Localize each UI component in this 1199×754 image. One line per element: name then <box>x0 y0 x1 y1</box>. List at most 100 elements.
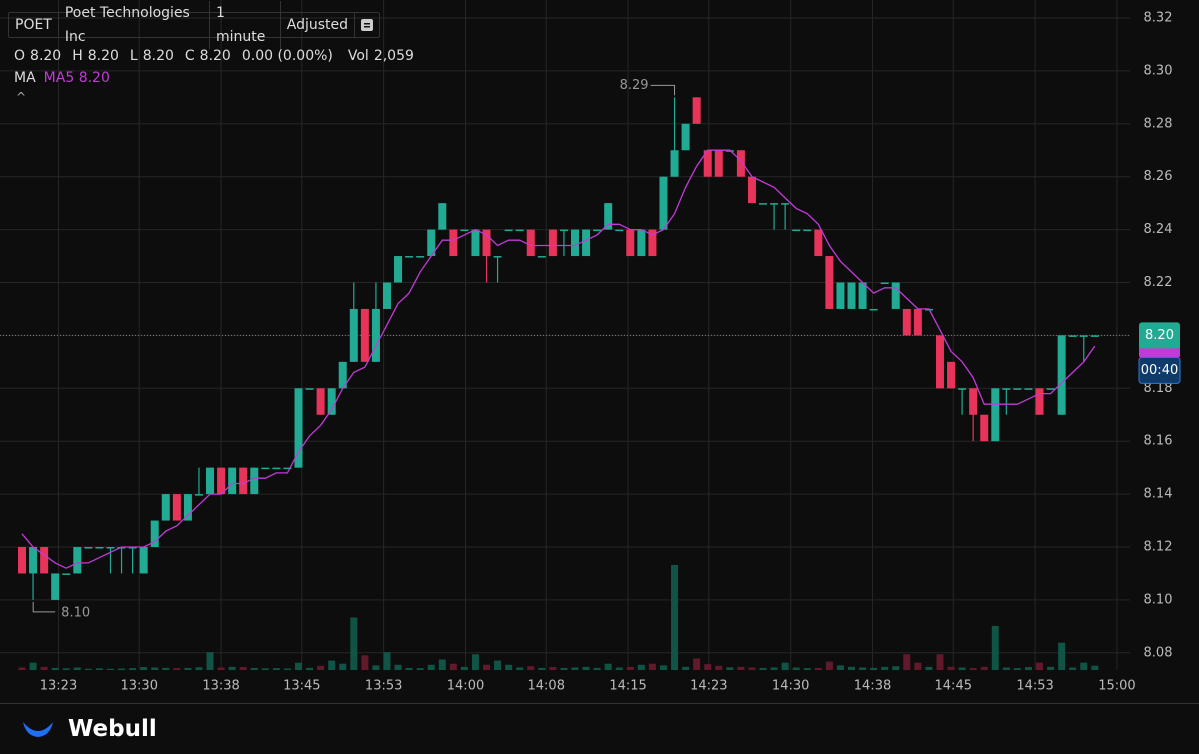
price-tag <box>1139 322 1180 349</box>
ohlc-value: 8.20 <box>30 48 62 64</box>
volume-bar <box>825 661 833 670</box>
candle-body <box>1046 388 1055 390</box>
company[interactable]: Poet Technologies Inc <box>59 1 211 49</box>
volume-bar <box>51 667 59 670</box>
candle-body <box>913 308 922 336</box>
candle-body <box>139 547 148 574</box>
candle-body <box>150 520 159 548</box>
y-tick-label: 8.10 <box>1144 592 1173 607</box>
candle-body <box>250 467 259 495</box>
volume-bar <box>1013 668 1021 670</box>
y-tick-label: 8.22 <box>1144 275 1173 290</box>
x-tick-label: 13:30 <box>121 679 158 694</box>
x-tick-label: 13:38 <box>202 679 239 694</box>
collapse-caret[interactable]: ^ <box>16 90 27 104</box>
volume-bar <box>106 668 114 670</box>
candle-body <box>482 229 491 257</box>
candle-body <box>1002 388 1011 390</box>
annotation-pointer <box>32 601 56 613</box>
candle-body <box>582 229 591 257</box>
candle-body <box>891 282 900 309</box>
volume-bar <box>604 663 612 670</box>
volume-bar <box>571 667 579 670</box>
ma-line <box>21 149 1096 569</box>
volume-bar <box>980 666 988 670</box>
candle-body <box>1024 388 1033 390</box>
volume-bar <box>516 667 524 670</box>
candle-body <box>958 388 967 390</box>
candle-body <box>106 547 115 549</box>
ohlc-value: 8.20 <box>87 48 119 64</box>
candle-body <box>360 308 369 362</box>
x-tick-label: 14:08 <box>528 679 565 694</box>
volume-bar <box>682 666 690 670</box>
countdown-label: 00:40 <box>1141 363 1178 378</box>
volume-bar <box>350 617 358 670</box>
footer: Webull <box>0 703 1199 754</box>
volume-bar <box>770 667 778 670</box>
adjustment[interactable]: Adjusted <box>281 13 355 37</box>
candle-body <box>969 388 978 415</box>
candle-body <box>548 229 557 257</box>
volume-bar <box>339 663 347 670</box>
candle-body <box>194 494 203 496</box>
candle-body <box>847 282 856 309</box>
volume-bar <box>295 662 302 670</box>
volume-bar <box>969 668 977 670</box>
candle-body <box>526 229 535 257</box>
menu-icon[interactable] <box>355 13 379 37</box>
candle-body <box>349 308 358 362</box>
candle-body <box>869 308 878 311</box>
candle-body <box>427 229 436 257</box>
candle-body <box>670 150 679 177</box>
candle-body <box>814 229 823 257</box>
volume-bar <box>471 654 479 670</box>
candle-body <box>759 203 768 205</box>
candle-body <box>327 388 336 415</box>
volume-bar <box>283 668 291 670</box>
candle-body <box>40 547 49 574</box>
vol-key: Vol <box>347 48 369 64</box>
volume-bar <box>306 667 314 670</box>
legend-header: POET Poet Technologies Inc 1 minute Adju… <box>8 1 414 104</box>
candle-body <box>692 97 701 124</box>
candle-body <box>571 229 579 257</box>
volume-bar <box>560 667 568 670</box>
brand: Webull <box>68 716 157 742</box>
volume-bar <box>814 667 822 670</box>
volume-bar <box>405 667 413 670</box>
volume-bar <box>1002 667 1010 670</box>
candle-body <box>703 150 712 177</box>
volume-bar <box>184 667 192 670</box>
candle-body <box>438 203 447 230</box>
volume-bar <box>737 666 745 670</box>
candle-body <box>261 467 270 470</box>
candle-body <box>836 282 845 309</box>
volume-bar <box>118 668 126 670</box>
candle-body <box>1068 335 1077 337</box>
y-tick-label: 8.30 <box>1144 63 1173 78</box>
candle-body <box>84 547 93 549</box>
volume-bar <box>792 667 800 670</box>
volume-bar <box>892 666 900 670</box>
candle-body <box>283 467 292 470</box>
symbol[interactable]: POET <box>9 13 59 37</box>
candle-body <box>206 467 215 495</box>
volume-bar <box>848 666 855 670</box>
volume-bar <box>394 664 402 670</box>
interval[interactable]: 1 minute <box>210 1 281 49</box>
candle-body <box>902 308 911 336</box>
volume-bar <box>84 668 92 670</box>
volume-bar <box>162 667 170 670</box>
volume-bar <box>195 667 203 670</box>
vol-value: 2,059 <box>373 48 414 64</box>
volume-bar <box>18 667 26 670</box>
countdown-tag <box>1138 356 1181 384</box>
volume-bar <box>671 565 679 670</box>
x-tick-label: 14:23 <box>690 679 727 694</box>
y-tick-label: 8.32 <box>1144 10 1173 25</box>
volume-bar <box>538 667 546 670</box>
candle-body <box>239 467 248 495</box>
candle-body <box>217 467 226 495</box>
volume-bar <box>483 664 491 670</box>
